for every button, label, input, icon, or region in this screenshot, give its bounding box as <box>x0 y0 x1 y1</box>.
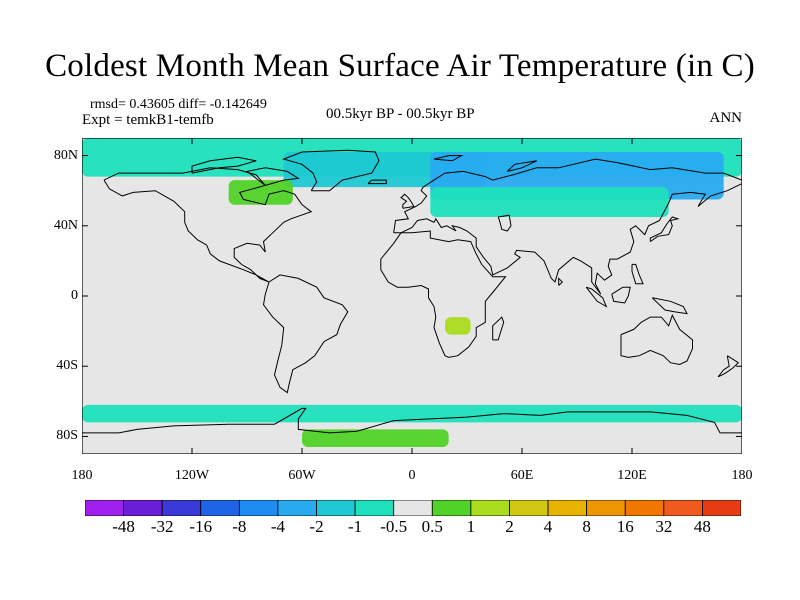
coastline-sri-lanka <box>558 277 564 286</box>
colorbar-label: 2 <box>505 517 514 536</box>
colorbar-swatch <box>123 500 163 516</box>
colorbar-label: 32 <box>655 517 673 536</box>
anomaly-regions <box>82 138 742 447</box>
colorbar-label: 4 <box>543 517 553 536</box>
coastline-greenland <box>282 149 380 192</box>
experiment-label: Expt = temkB1-temfb <box>82 112 214 128</box>
coastline-madagascar <box>492 316 505 341</box>
colorbar-label: -4 <box>270 517 286 536</box>
anomaly-region-3 <box>430 187 669 217</box>
coastline-baffin <box>245 167 300 186</box>
colorbar-swatch <box>85 500 124 516</box>
lon-label: 60W <box>288 468 316 483</box>
lat-label: 80N <box>53 147 78 163</box>
lat-label: 0 <box>71 288 78 303</box>
coastline-eurasia <box>393 158 742 295</box>
colorbar-swatch <box>663 500 703 516</box>
colorbar-swatch <box>277 500 317 516</box>
lon-label: 60E <box>510 468 534 483</box>
colorbar-swatch <box>316 500 356 516</box>
coastline-new-zealand <box>717 355 740 378</box>
colorbar-label: 1 <box>466 517 476 536</box>
colorbar-label: -2 <box>309 517 324 536</box>
coastline-svalbard <box>433 155 464 162</box>
coastline-japan <box>649 216 680 243</box>
coastline-south-america <box>262 274 349 394</box>
anomaly-region-4 <box>228 180 293 205</box>
coastline-caspian <box>497 214 512 232</box>
coastline-uk <box>400 193 415 209</box>
colorbar-swatch <box>238 500 279 516</box>
coastline-borneo <box>611 286 631 304</box>
coastline-africa <box>380 230 507 358</box>
colorbar-swatch <box>547 500 588 516</box>
colorbar-label: -32 <box>150 517 174 536</box>
anomaly-region-6 <box>302 429 449 447</box>
colorbar-label: 0.5 <box>421 517 443 536</box>
lat-label: 80S <box>56 428 78 444</box>
coastline-sumatra <box>585 286 608 308</box>
anomaly-region-5 <box>82 404 742 423</box>
colorbar-swatch <box>161 500 202 516</box>
colorbar-swatch <box>509 500 549 516</box>
colorbar-swatch <box>702 500 741 516</box>
colorbar-swatch <box>200 500 240 516</box>
colorbar-label: -0.5 <box>380 517 408 536</box>
world-map <box>82 138 742 454</box>
colorbar-label: -8 <box>232 517 247 536</box>
period-label: 00.5kyr BP - 00.5kyr BP <box>326 106 475 122</box>
colorbar-swatch <box>354 500 395 516</box>
colorbar-swatch <box>393 500 433 516</box>
lon-label: 120E <box>617 468 647 483</box>
season-label: ANN <box>709 110 743 126</box>
lon-label: 0 <box>408 468 416 483</box>
coastline-new-guinea <box>651 297 688 315</box>
colorbar-label: 48 <box>693 517 711 536</box>
lon-label: 180 <box>731 468 753 483</box>
colorbar-label: -1 <box>348 517 363 536</box>
map-title: Coldest Month Mean Surface Air Temperatu… <box>45 48 755 84</box>
coastline-canadian-arctic <box>191 156 257 174</box>
lon-label: 180 <box>71 468 93 483</box>
coastline-philippines <box>631 263 644 285</box>
coastline-australia <box>620 314 693 366</box>
lon-label: 120W <box>174 468 210 483</box>
coastline-iceland <box>367 179 387 185</box>
colorbar-label: -48 <box>112 517 135 536</box>
colorbar-swatch <box>586 500 626 516</box>
coastlines <box>82 149 742 434</box>
colorbar-swatch <box>431 500 472 516</box>
coastline-north-america <box>103 167 313 283</box>
colorbar <box>85 500 741 516</box>
coastline-antarctica <box>82 407 742 434</box>
stats-text: rmsd= 0.43605 diff= -0.142649 <box>90 97 267 112</box>
colorbar-label: 16 <box>616 517 634 536</box>
lat-label: 40S <box>56 358 78 374</box>
colorbar-swatch <box>624 500 665 516</box>
colorbar-label: 8 <box>582 517 591 536</box>
lat-label: 40N <box>53 217 78 233</box>
coastline-novaya-zemlya <box>506 160 537 172</box>
axis-ticks <box>82 138 742 454</box>
anomaly-region-7 <box>445 317 471 335</box>
colorbar-swatch <box>470 500 510 516</box>
colorbar-label: -16 <box>189 517 213 536</box>
